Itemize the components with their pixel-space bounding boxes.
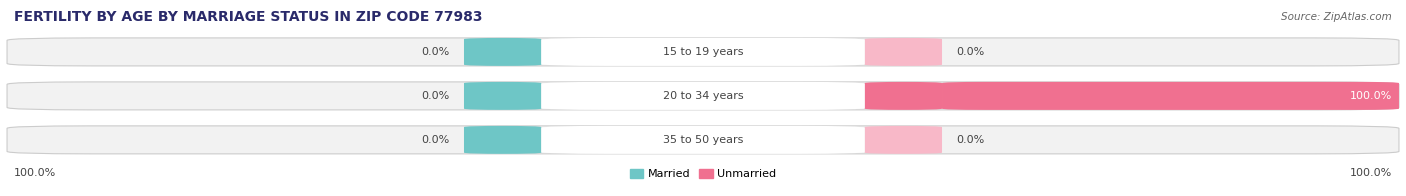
Text: 15 to 19 years: 15 to 19 years <box>662 47 744 57</box>
FancyBboxPatch shape <box>942 82 1399 110</box>
FancyBboxPatch shape <box>7 82 1399 110</box>
FancyBboxPatch shape <box>464 38 541 66</box>
Text: 0.0%: 0.0% <box>422 91 450 101</box>
Text: FERTILITY BY AGE BY MARRIAGE STATUS IN ZIP CODE 77983: FERTILITY BY AGE BY MARRIAGE STATUS IN Z… <box>14 10 482 24</box>
Text: 0.0%: 0.0% <box>956 135 984 145</box>
Legend: Married, Unmarried: Married, Unmarried <box>630 169 776 179</box>
Text: 100.0%: 100.0% <box>1350 168 1392 178</box>
FancyBboxPatch shape <box>7 38 1399 66</box>
FancyBboxPatch shape <box>541 82 865 110</box>
FancyBboxPatch shape <box>865 82 942 110</box>
FancyBboxPatch shape <box>464 126 541 154</box>
Text: 0.0%: 0.0% <box>422 135 450 145</box>
FancyBboxPatch shape <box>7 126 1399 154</box>
FancyBboxPatch shape <box>865 126 942 154</box>
Text: 35 to 50 years: 35 to 50 years <box>662 135 744 145</box>
Text: 100.0%: 100.0% <box>1350 91 1392 101</box>
Text: 0.0%: 0.0% <box>956 47 984 57</box>
FancyBboxPatch shape <box>865 38 942 66</box>
Text: 0.0%: 0.0% <box>422 47 450 57</box>
FancyBboxPatch shape <box>464 82 541 110</box>
FancyBboxPatch shape <box>541 38 865 66</box>
Text: 20 to 34 years: 20 to 34 years <box>662 91 744 101</box>
Text: 100.0%: 100.0% <box>14 168 56 178</box>
FancyBboxPatch shape <box>541 126 865 154</box>
Text: Source: ZipAtlas.com: Source: ZipAtlas.com <box>1281 12 1392 22</box>
